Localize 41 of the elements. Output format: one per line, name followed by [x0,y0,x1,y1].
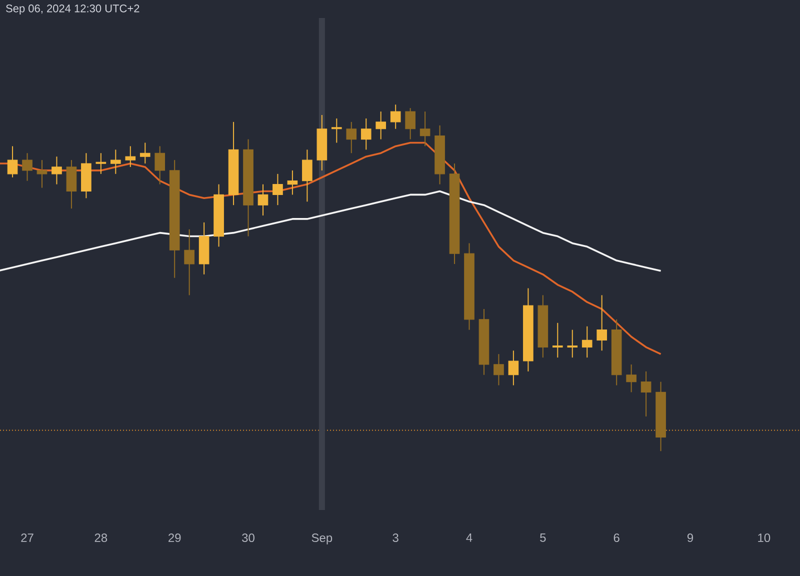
candlestick [36,160,48,188]
candlestick [258,184,268,216]
candlestick [7,146,18,178]
x-tick-label: 4 [466,534,472,542]
candlestick [494,354,504,386]
candlestick [22,152,32,182]
candlestick [567,329,578,358]
x-tick-label: 29 [168,534,181,542]
x-tick-label: Sep [312,534,332,544]
candlestick [302,149,312,202]
x-tick-label: 30 [242,534,254,542]
candlestick [287,170,298,196]
candlestick [390,104,401,130]
candlestick [96,152,106,174]
x-tick-label: 6 [614,534,620,542]
candlestick [552,322,563,358]
x-tick-label: 28 [94,534,108,542]
x-tick-label: 27 [21,534,34,542]
candlestick [376,111,386,140]
x-tick-label: 9 [687,534,694,542]
candlestick [420,111,430,147]
candlestick [125,146,136,168]
candlestick [640,370,652,417]
candlestick [331,118,342,144]
candlestick [405,108,416,140]
candlestick [596,294,608,352]
x-tick-label: 10 [758,534,770,542]
candlestick [582,326,592,358]
candlestick [184,228,194,296]
x-tick-label: 5 [540,534,546,542]
candlestick [626,364,636,393]
candlestick [346,121,357,154]
candlestick [508,350,519,386]
candlestick [110,149,121,174]
candlestick [154,146,166,185]
candlestick [52,156,62,185]
candlestick [272,173,283,206]
candlestick [140,142,150,164]
text: Sep 06, 2024 12:30 UTC+2 [6,4,140,14]
candlestick [360,118,372,150]
x-tick-label: 3 [392,534,398,542]
